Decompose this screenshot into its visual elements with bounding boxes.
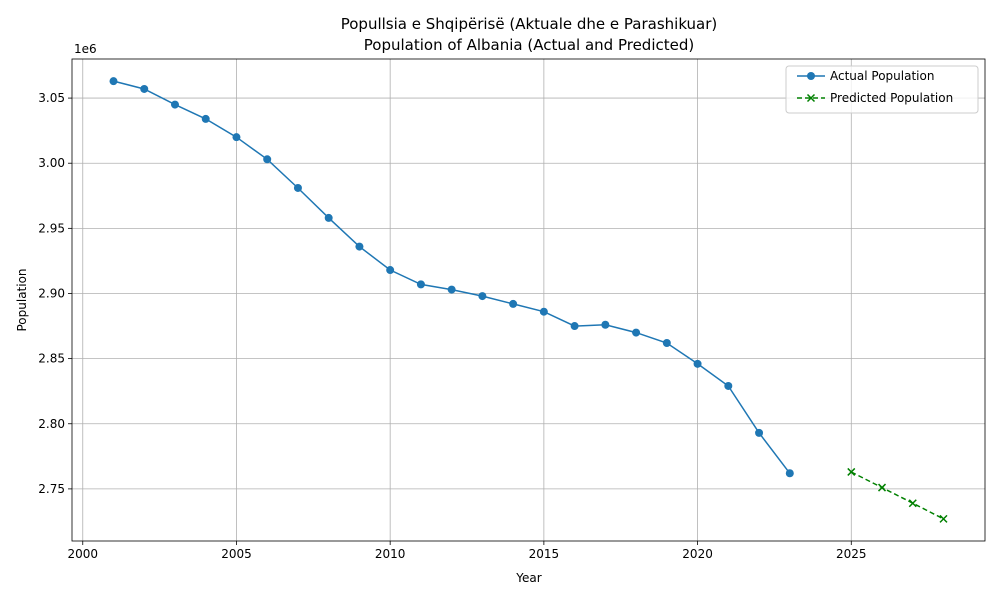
actual-population-point [785,469,794,478]
actual-population-point [693,359,702,368]
actual-population-point [386,266,395,275]
actual-population-point [601,320,610,329]
legend-predicted-marker [806,93,816,103]
actual-population-point [232,133,241,142]
actual-population-point [109,77,118,86]
series-layer [109,77,948,523]
plot-area-frame [71,58,986,542]
y-tick-label: 2.90 [38,286,65,300]
actual-population-point [509,299,518,308]
predicted-population-point [877,483,887,492]
chart-title: Popullsia e Shqipërisë (Aktuale dhe e Pa… [341,15,718,33]
x-tick-label: 2005 [221,547,252,561]
y-tick-label: 2.80 [38,417,65,431]
x-tick-label: 2025 [836,547,867,561]
actual-population-point [478,292,487,301]
actual-population-point [416,280,425,289]
actual-population-point [324,213,333,222]
predicted-population-line [850,471,944,520]
actual-population-point [201,114,210,123]
legend-actual-label: Actual Population [830,69,934,83]
y-tick-label: 2.85 [38,352,65,366]
x-tick-label: 2020 [682,547,713,561]
y-axis-label: Population [15,268,29,331]
y-tick-label: 3.05 [38,91,65,105]
legend-predicted-label: Predicted Population [830,91,953,105]
chart-subtitle: Population of Albania (Actual and Predic… [364,36,694,54]
actual-population-point [724,381,733,390]
x-tick-label: 2015 [529,547,560,561]
y-tick-label: 2.95 [38,221,65,235]
y-axis-offset-label: 1e6 [74,42,97,56]
predicted-population-point [847,467,856,476]
y-tick-label: 2.75 [38,482,65,496]
x-tick-label: 2000 [67,547,98,561]
actual-population-point [263,155,272,164]
actual-population-line [113,80,791,474]
actual-population-point [140,84,149,93]
predicted-population-point [908,499,917,508]
predicted-population-point [939,514,948,523]
x-axis-ticks: 2000 2005 2010 2015 2020 2025 [67,541,867,561]
actual-population-point [539,307,548,316]
actual-population-point [447,285,456,294]
actual-population-point [355,242,364,251]
y-axis-ticks: 2.75 2.80 2.85 2.90 2.95 3.00 3.05 [38,91,72,496]
legend-actual-marker [807,72,815,80]
legend-box [785,65,979,114]
actual-population-point [755,428,764,437]
x-axis-label: Year [515,571,541,585]
actual-population-point [570,322,579,331]
actual-population-point [632,328,641,337]
actual-population-point [170,100,179,109]
legend: Actual Population Predicted Population [785,65,979,114]
actual-population-point [293,183,302,192]
x-tick-label: 2010 [375,547,406,561]
actual-population-point [662,338,671,347]
y-tick-label: 3.00 [38,156,65,170]
